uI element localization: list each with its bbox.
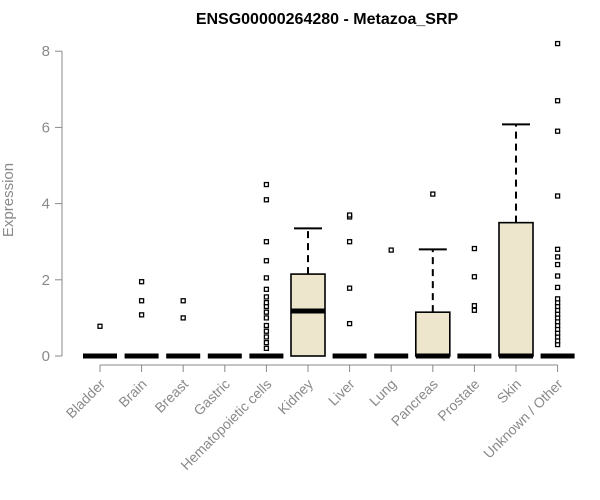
x-category-label: Liver bbox=[325, 376, 358, 409]
outlier-point bbox=[263, 181, 270, 188]
box-group bbox=[249, 181, 284, 359]
y-tick-label: 4 bbox=[42, 196, 50, 213]
outlier-point bbox=[263, 315, 270, 321]
outlier-point bbox=[138, 312, 145, 318]
outlier-point bbox=[471, 245, 478, 252]
box-body bbox=[414, 311, 451, 357]
outlier-point bbox=[97, 323, 103, 329]
x-category-label: Lung bbox=[366, 376, 399, 409]
outlier-point bbox=[263, 334, 270, 340]
outlier-point bbox=[554, 273, 561, 279]
outlier-point bbox=[263, 345, 270, 352]
outlier-point bbox=[554, 284, 561, 291]
outlier-point bbox=[346, 320, 353, 327]
outlier-point bbox=[346, 239, 353, 245]
box-group bbox=[414, 191, 451, 359]
outlier-point bbox=[263, 239, 270, 245]
outlier-point bbox=[180, 315, 186, 321]
outlier-point bbox=[263, 309, 270, 315]
x-category-label: Bladder bbox=[63, 376, 109, 422]
box-group bbox=[332, 212, 367, 359]
y-tick-label: 6 bbox=[42, 119, 50, 136]
box-group bbox=[374, 247, 409, 359]
y-tick-label: 8 bbox=[42, 43, 50, 60]
outlier-point bbox=[346, 285, 353, 291]
outlier-point bbox=[263, 197, 270, 203]
outlier-point bbox=[263, 300, 270, 306]
outlier-point bbox=[554, 128, 561, 134]
outlier-point bbox=[554, 40, 561, 47]
outlier-point bbox=[263, 322, 270, 329]
y-tick-label: 0 bbox=[42, 348, 50, 365]
x-category-label: Skin bbox=[494, 376, 525, 407]
y-axis: 0 2 4 6 8 bbox=[42, 43, 63, 365]
box-body bbox=[498, 221, 534, 357]
x-category-label: Unknown / Other bbox=[480, 376, 566, 462]
outlier-point bbox=[263, 275, 270, 281]
outlier-point bbox=[263, 328, 270, 334]
outlier-point bbox=[388, 247, 394, 253]
box-group bbox=[83, 323, 117, 359]
box-body bbox=[290, 273, 326, 357]
x-category-label: Prostate bbox=[434, 376, 482, 424]
outlier-point bbox=[346, 212, 353, 218]
outlier-point bbox=[180, 298, 186, 304]
outlier-point bbox=[138, 279, 145, 285]
outlier-point bbox=[263, 340, 270, 346]
box-group bbox=[290, 227, 326, 357]
outlier-point bbox=[263, 294, 270, 300]
y-tick-label: 2 bbox=[42, 272, 50, 289]
outlier-point bbox=[471, 307, 478, 313]
outlier-point bbox=[554, 261, 561, 268]
x-category-label: Breast bbox=[151, 376, 191, 416]
outlier-point bbox=[263, 286, 270, 292]
outlier-point bbox=[430, 191, 436, 197]
box-group bbox=[498, 123, 534, 359]
outlier-point bbox=[554, 296, 561, 302]
outlier-point bbox=[554, 246, 561, 252]
outlier-point bbox=[471, 303, 478, 309]
outlier-point bbox=[554, 193, 561, 199]
outlier-point bbox=[554, 254, 561, 260]
box-group bbox=[540, 40, 575, 359]
box-group bbox=[457, 245, 492, 359]
outlier-point bbox=[263, 258, 270, 264]
outlier-point bbox=[138, 298, 145, 304]
box-group bbox=[166, 298, 201, 359]
outlier-point bbox=[471, 274, 478, 280]
y-axis-label: Expression bbox=[0, 163, 17, 237]
box-group bbox=[124, 279, 159, 359]
x-category-label: Brain bbox=[115, 376, 149, 410]
chart-title: ENSG00000264280 - Metazoa_SRP bbox=[196, 11, 459, 28]
boxes-group bbox=[83, 40, 575, 359]
x-category-label: Kidney bbox=[275, 376, 317, 418]
outlier-point bbox=[554, 98, 561, 104]
